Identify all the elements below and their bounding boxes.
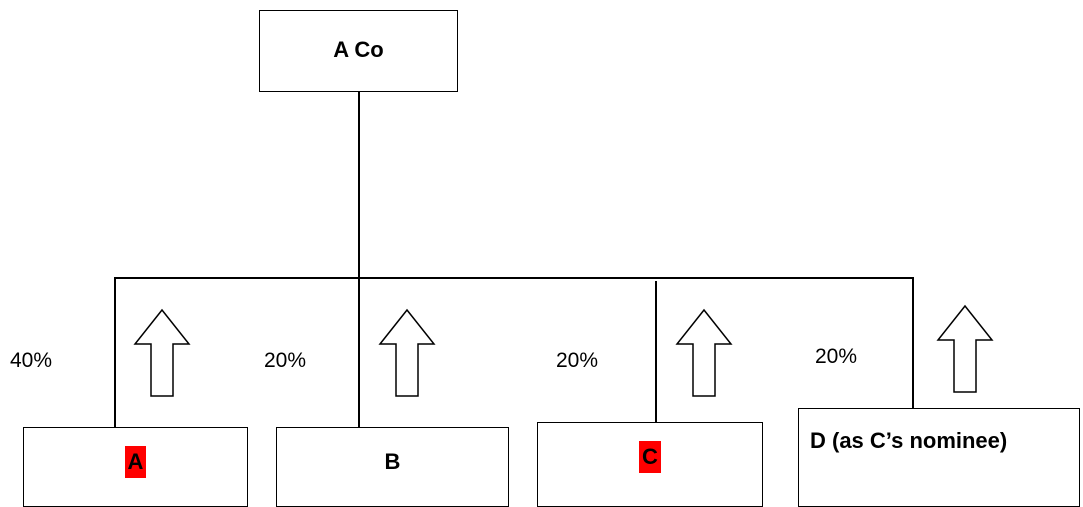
parent-stem-line <box>358 92 360 278</box>
up-arrow-icon <box>133 308 191 397</box>
shareholder-name-a-wrap: A <box>24 446 247 478</box>
shareholder-box-b: B <box>276 427 509 507</box>
shareholder-name-a: A <box>124 446 147 478</box>
shareholder-name-c-wrap: C <box>538 441 762 473</box>
shareholder-box-a: A <box>23 427 248 507</box>
connector-line-a <box>114 277 116 427</box>
shareholding-percent-b: 20% <box>264 349 307 372</box>
up-arrow-icon <box>936 304 994 393</box>
shareholding-percent-a: 40% <box>10 349 53 372</box>
shareholding-percent-c: 20% <box>556 349 599 372</box>
connector-line-d <box>912 277 914 409</box>
shareholder-name-d-wrap: D (as C’s nominee) <box>799 425 1079 457</box>
parent-entity-label: A Co <box>333 37 384 62</box>
shareholder-name-b: B <box>384 449 401 474</box>
parent-entity-box: A Co <box>259 10 458 92</box>
shareholder-name-b-wrap: B <box>277 446 508 478</box>
shareholder-name-c: C <box>639 441 661 473</box>
horizontal-bus-line <box>114 277 913 279</box>
up-arrow-icon <box>378 308 436 397</box>
connector-line-c <box>655 281 657 423</box>
shareholder-name-d: D (as C’s nominee) <box>810 428 1008 453</box>
up-arrow-icon <box>675 308 733 397</box>
shareholder-box-c: C <box>537 422 763 507</box>
shareholder-box-d: D (as C’s nominee) <box>798 408 1080 507</box>
shareholding-percent-d: 20% <box>815 345 858 368</box>
connector-line-b <box>358 277 360 427</box>
